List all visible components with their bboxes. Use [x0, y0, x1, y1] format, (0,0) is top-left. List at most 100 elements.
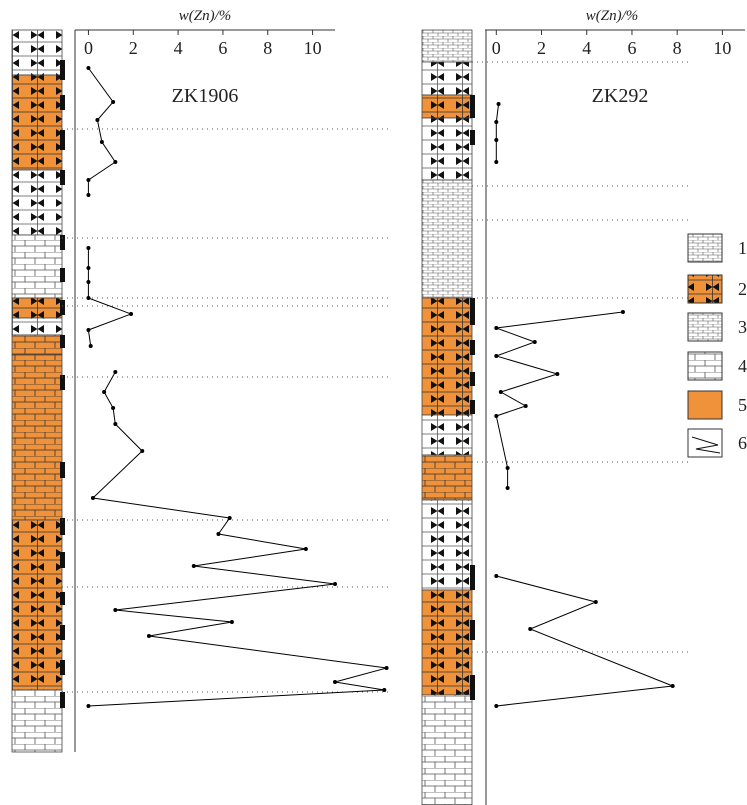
x-tick-label: 0: [492, 38, 501, 58]
zn-point: [102, 390, 107, 394]
marker-bar: [60, 170, 65, 185]
marker-bar: [470, 298, 475, 325]
zn-point: [384, 666, 389, 670]
zn-point: [86, 193, 91, 197]
lith-layer: [11, 234, 63, 299]
marker-bar: [470, 340, 475, 355]
zn-point: [494, 574, 499, 578]
lith-layer: [11, 74, 63, 171]
legend-swatch: [687, 274, 723, 304]
marker-bar: [60, 660, 65, 675]
lith-layer: [421, 29, 473, 63]
well-name: ZK292: [592, 85, 649, 107]
marker-bar: [60, 692, 65, 708]
zn-point: [111, 406, 116, 410]
lith-layer: [421, 297, 473, 416]
x-tick-label: 8: [263, 38, 272, 58]
marker-bar: [470, 620, 475, 640]
legend-label: 1: [738, 238, 747, 258]
marker-bar: [470, 400, 475, 414]
marker-bar: [60, 592, 65, 605]
zn-point: [494, 138, 499, 142]
zn-point: [113, 160, 118, 164]
legend-label: 4: [738, 356, 747, 376]
lith-layer: [421, 117, 473, 181]
zn-point: [532, 340, 537, 344]
zn-point: [99, 140, 104, 144]
zn-point: [88, 344, 93, 348]
zn-point: [555, 372, 560, 376]
zn-point: [227, 516, 232, 520]
zn-point: [505, 486, 510, 490]
zn-point: [333, 582, 337, 586]
zn-point: [140, 449, 145, 453]
legend-swatch: [687, 312, 723, 342]
marker-bar: [470, 130, 475, 145]
layout: [11, 29, 745, 805]
lith-layer: [11, 317, 63, 336]
zn-point: [86, 66, 91, 70]
marker-bar: [470, 565, 475, 590]
marker-bar: [60, 552, 65, 568]
marker-bar: [60, 235, 65, 250]
marker-bar: [60, 268, 65, 282]
zn-point: [505, 466, 510, 470]
zn-point: [113, 608, 118, 612]
lith-layer: [421, 499, 473, 591]
zn-point: [670, 684, 675, 688]
legend-swatch-line: [691, 436, 721, 454]
zn-point: [95, 118, 100, 122]
zn-point: [86, 296, 91, 300]
lith-layer: [421, 94, 473, 119]
x-tick-label: 10: [304, 38, 322, 58]
zn-point: [191, 564, 196, 568]
lith-layer: [11, 354, 63, 521]
zn-point: [113, 370, 118, 374]
lith-layer: [11, 689, 63, 753]
zn-point: [303, 547, 308, 551]
marker-bar: [470, 372, 475, 386]
zn-point: [620, 310, 625, 314]
zn-point: [333, 680, 337, 684]
zn-point: [498, 390, 503, 394]
marker-bar: [60, 130, 65, 150]
well-name: ZK1906: [172, 85, 239, 107]
zn-point: [113, 422, 118, 426]
legend-swatch: [687, 351, 723, 381]
x-tick-label: 10: [713, 38, 731, 58]
zn-point: [382, 688, 387, 692]
legend-swatch: [687, 390, 723, 420]
legend-swatch: [687, 233, 723, 263]
lith-layer: [421, 414, 473, 456]
zn-profile: [87, 67, 387, 707]
zn-point: [146, 634, 151, 638]
zn-point: [229, 620, 234, 624]
axis-title: w(Zn)/%: [179, 8, 232, 24]
zn-point: [86, 178, 91, 182]
lith-layer: [11, 297, 63, 319]
zn-point: [494, 704, 499, 708]
zn-point: [494, 160, 499, 164]
zn-point: [86, 266, 91, 270]
lith-layer: [421, 694, 473, 805]
x-tick-label: 4: [582, 38, 591, 58]
lith-layer: [421, 589, 473, 696]
legend-label: 2: [738, 279, 747, 299]
legend-label: 6: [738, 433, 747, 453]
marker-bar: [470, 675, 475, 700]
zn-point: [86, 328, 91, 332]
zn-point: [90, 496, 95, 500]
lith-layer: [421, 454, 473, 501]
zn-point: [86, 246, 91, 250]
zn-point: [129, 312, 134, 316]
zn-point: [494, 354, 499, 358]
zn-point: [86, 280, 91, 284]
x-tick-label: 2: [129, 38, 138, 58]
zn-point: [111, 100, 116, 104]
zn-point: [494, 120, 499, 124]
zn-point: [494, 414, 499, 418]
lith-layer: [421, 61, 473, 96]
lith-layer: [11, 29, 63, 76]
